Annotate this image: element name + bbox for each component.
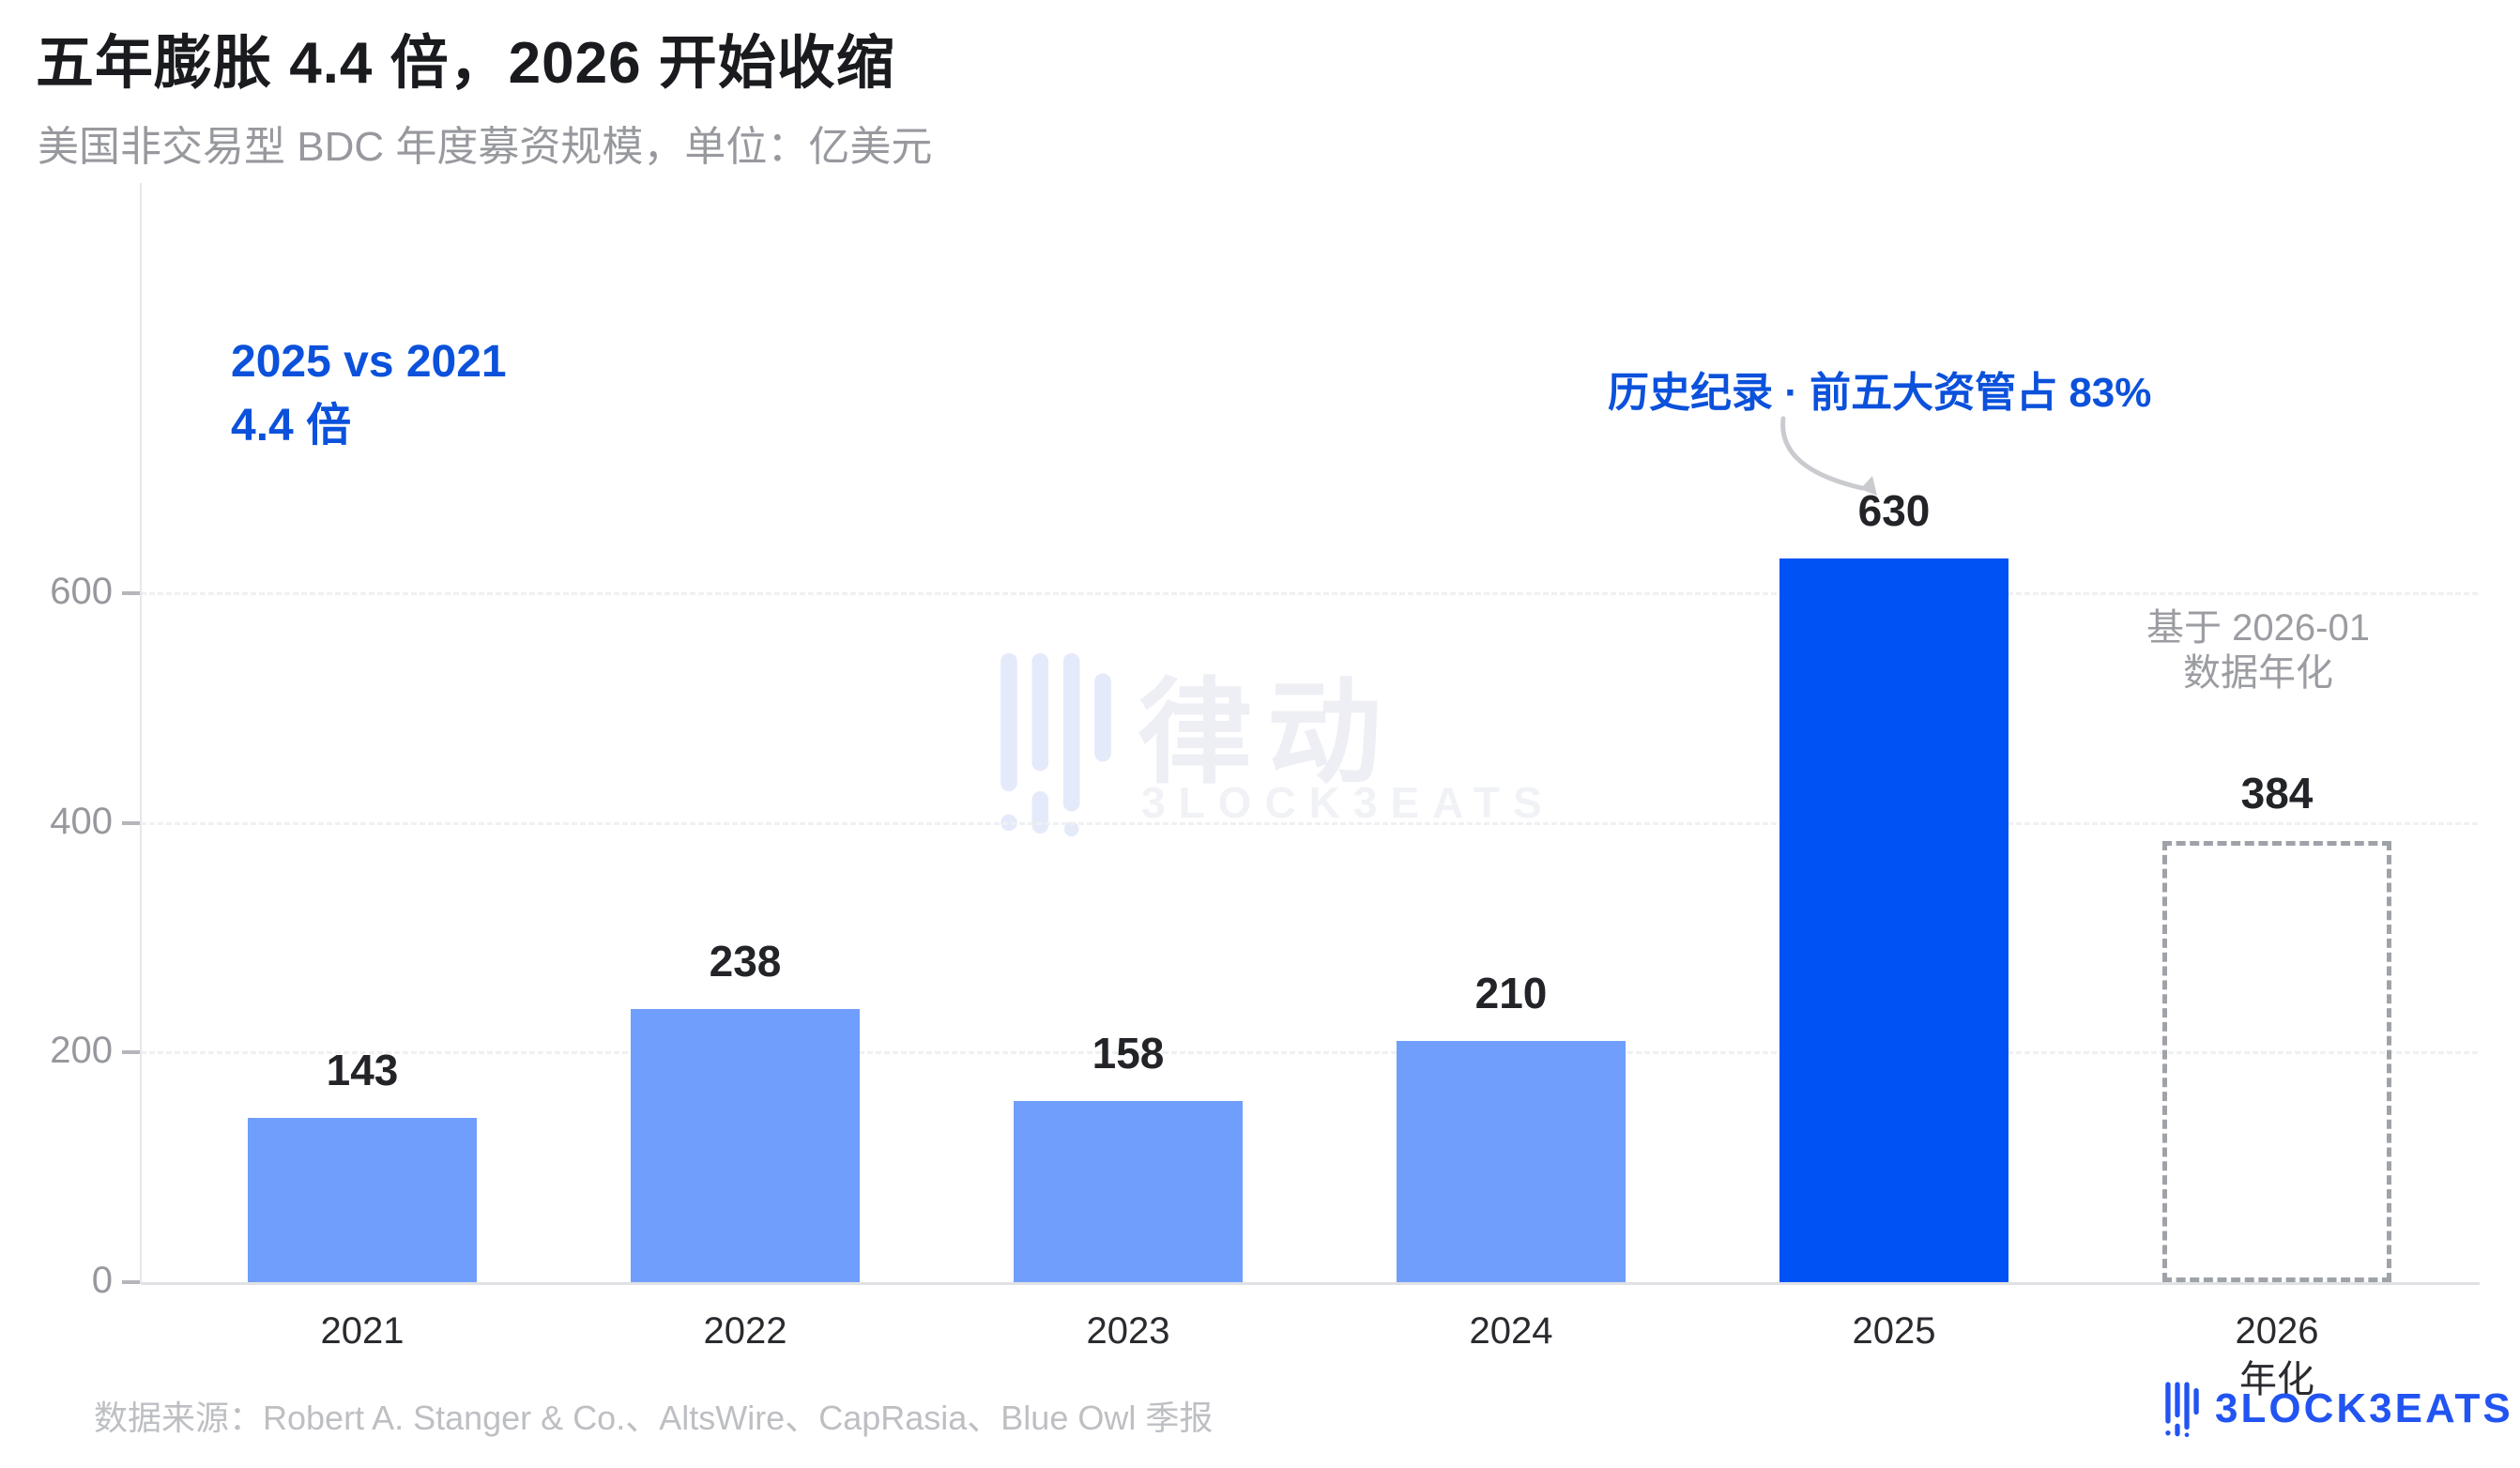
bar-2026 xyxy=(2162,841,2391,1282)
x-axis-sublabel-2026: 年化 xyxy=(2239,1359,2314,1400)
y-axis-tick-label: 400 xyxy=(50,800,113,842)
x-axis-label-2021: 2021 xyxy=(320,1310,405,1352)
bar-value-2023: 158 xyxy=(1092,1028,1165,1078)
bar-value-2025: 630 xyxy=(1857,486,1931,536)
page-subtitle: 美国非交易型 BDC 年度募资规模，单位：亿美元 xyxy=(38,124,933,170)
page-title: 五年膨胀 4.4 倍，2026 开始收缩 xyxy=(36,31,895,96)
ratio-annotation-line1: 2025 vs 2021 xyxy=(231,337,507,387)
data-source: 数据来源：Robert A. Stanger & Co.、AltsWire、Ca… xyxy=(94,1399,1214,1437)
bar-value-2021: 143 xyxy=(326,1046,399,1095)
x-axis-label-2022: 2022 xyxy=(703,1310,787,1352)
ratio-annotation: 2025 vs 2021 4.4 倍 xyxy=(231,330,507,458)
x-axis-label-2026: 2026 年化 xyxy=(2127,1307,2427,1404)
y-axis-tick-label: 0 xyxy=(91,1260,113,1301)
soundwave-icon xyxy=(1000,652,1111,837)
watermark-en-text: 3LOCK3EATS xyxy=(1141,778,1555,827)
bar-value-2024: 210 xyxy=(1474,969,1548,1018)
blockbeats-logo-text: 3LOCK3EATS xyxy=(2215,1385,2513,1431)
bar-2021 xyxy=(248,1118,477,1282)
y-axis-tick xyxy=(122,591,140,595)
bar-2023 xyxy=(1014,1100,1243,1282)
y-axis-tick-label: 600 xyxy=(50,571,113,612)
bar-value-2022: 238 xyxy=(709,936,782,986)
gridline-200 xyxy=(141,1051,2478,1055)
annualized-note: 基于 2026-01 数据年化 xyxy=(2024,605,2493,696)
y-axis-tick xyxy=(122,1280,140,1284)
bar-2022 xyxy=(631,1008,860,1282)
x-axis-label-2025: 2025 xyxy=(1852,1310,1936,1352)
bar-2025 xyxy=(1779,558,2008,1282)
bar-value-2026: 384 xyxy=(2240,769,2314,818)
y-axis-tick-label: 200 xyxy=(50,1030,113,1072)
x-axis-line xyxy=(141,1282,2480,1285)
record-annotation: 历史纪录 · 前五大资管占 83% xyxy=(1608,370,2152,416)
ratio-annotation-line2: 4.4 倍 xyxy=(231,401,352,451)
annualized-note-line2: 数据年化 xyxy=(2183,652,2333,694)
watermark-cn-text: 律动 xyxy=(1138,669,1397,797)
y-axis-tick xyxy=(122,1050,140,1055)
y-axis-tick xyxy=(122,820,140,825)
bar-2024 xyxy=(1397,1041,1626,1282)
x-axis-label-2023: 2023 xyxy=(1086,1310,1170,1352)
gridline-600 xyxy=(141,592,2478,595)
annualized-note-line1: 基于 2026-01 xyxy=(2146,607,2370,649)
x-axis-label-2024: 2024 xyxy=(1469,1310,1553,1352)
blockbeats-logo: 3LOCK3EATS xyxy=(2159,1380,2513,1438)
gridline-400 xyxy=(141,821,2478,825)
blockbeats-logo-icon xyxy=(2165,1382,2199,1438)
y-axis-line xyxy=(140,183,142,1284)
